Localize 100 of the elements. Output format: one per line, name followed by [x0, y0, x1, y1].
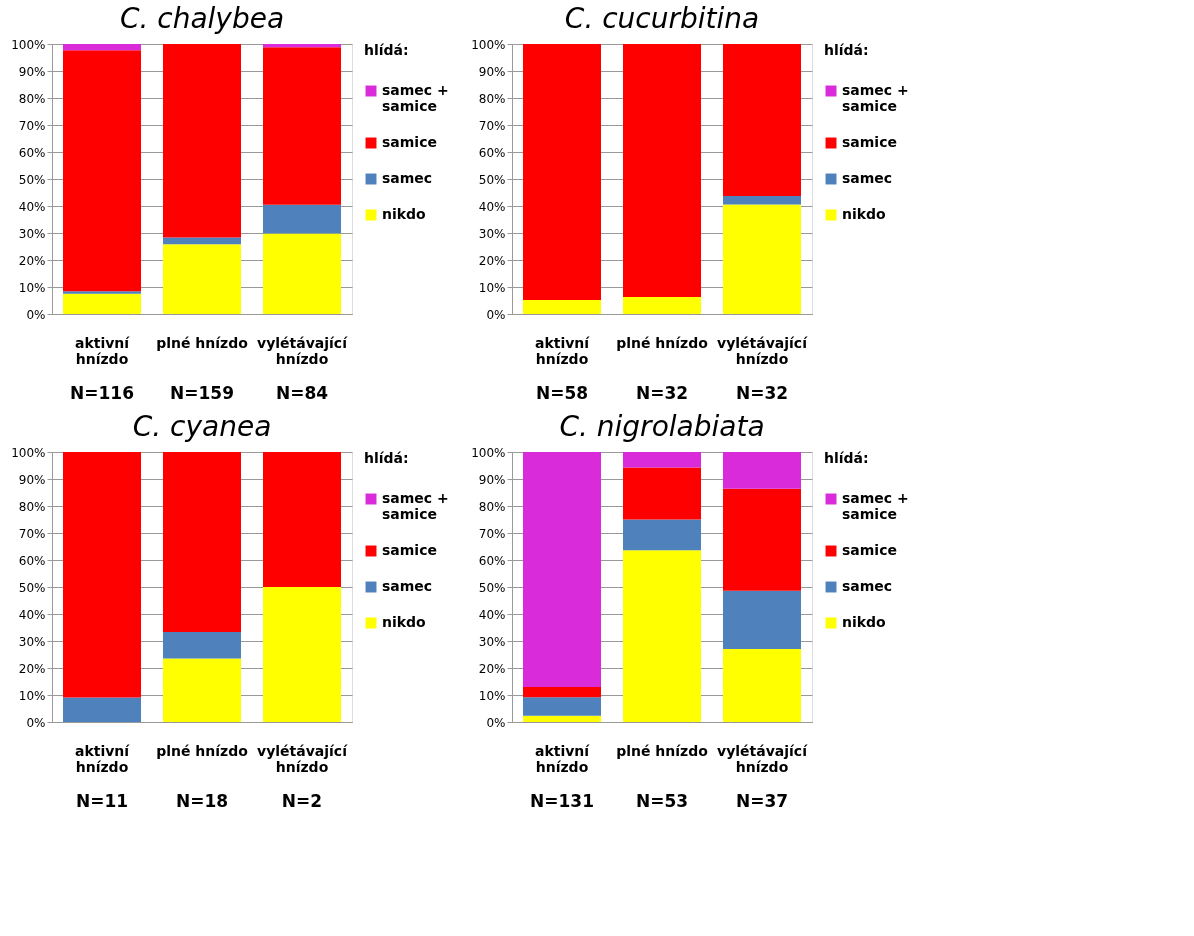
bar: [523, 452, 601, 687]
y-tick-label: 90%: [478, 64, 506, 79]
y-tick-label: 50%: [478, 172, 506, 187]
y-tick-label: 80%: [18, 499, 46, 514]
legend-label: samice: [842, 542, 897, 558]
bar: [623, 550, 701, 722]
legend-label: samice: [382, 542, 437, 558]
bar: [623, 519, 701, 551]
text: N=53: [635, 791, 689, 811]
legend-label: samec: [382, 170, 433, 186]
bar: [263, 233, 341, 314]
bar: [263, 44, 341, 48]
y-tick-label: 90%: [18, 64, 46, 79]
bar: [63, 50, 141, 292]
text: N=32: [735, 383, 789, 403]
legend-title: hlídá:: [824, 450, 869, 466]
bar: [63, 697, 141, 722]
legend-label: samec + samice: [842, 490, 909, 522]
x-tick-label: aktivní hnízdo: [74, 742, 131, 775]
y-tick-label: 30%: [18, 634, 46, 649]
y-tick-label: 0%: [26, 307, 46, 322]
text: N=116: [70, 383, 134, 403]
legend-title: hlídá:: [364, 42, 409, 58]
bar: [623, 467, 701, 520]
y-tick-label: 0%: [486, 307, 506, 322]
y-tick-label: 10%: [478, 280, 506, 295]
text: N=84: [275, 383, 329, 403]
y-tick-label: 20%: [18, 253, 46, 268]
bar: [263, 452, 341, 587]
legend-label: nikdo: [842, 206, 887, 222]
x-tick-label: vylétávající hnízdo: [257, 334, 349, 367]
bar: [263, 587, 341, 722]
bar: [623, 296, 701, 314]
bar: [163, 44, 241, 238]
text: N=159: [170, 383, 234, 403]
bar: [723, 196, 801, 205]
bar: [523, 697, 601, 716]
bar: [263, 204, 341, 234]
y-tick-label: 0%: [26, 715, 46, 730]
y-tick-label: 70%: [478, 526, 506, 541]
legend-title: hlídá:: [364, 450, 409, 466]
bar: [63, 291, 141, 294]
legend-label: samec + samice: [382, 490, 449, 522]
y-tick-label: 80%: [18, 91, 46, 106]
bar: [63, 44, 141, 51]
legend-label: samec: [842, 170, 893, 186]
y-tick-label: 50%: [18, 172, 46, 187]
y-tick-label: 100%: [11, 445, 46, 460]
y-tick-label: 10%: [478, 688, 506, 703]
legend-label: nikdo: [842, 614, 887, 630]
bar: [723, 452, 801, 489]
text: N=11: [75, 791, 129, 811]
y-tick-label: 90%: [18, 472, 46, 487]
y-tick-label: 0%: [486, 715, 506, 730]
y-tick-label: 80%: [478, 499, 506, 514]
y-tick-label: 60%: [18, 145, 46, 160]
chart-title: C. cyanea: [132, 410, 272, 443]
bar: [523, 715, 601, 722]
bar: [623, 452, 701, 468]
y-tick-label: 100%: [471, 37, 506, 52]
legend-label: samec: [842, 578, 893, 594]
bar: [723, 488, 801, 591]
y-tick-label: 50%: [478, 580, 506, 595]
bar: [63, 452, 141, 698]
x-tick-label: vylétávající hnízdo: [257, 742, 349, 775]
bar: [623, 44, 701, 297]
text: N=37: [735, 791, 789, 811]
text: N=32: [635, 383, 689, 403]
y-tick-label: 40%: [478, 199, 506, 214]
y-tick-label: 30%: [18, 226, 46, 241]
bar: [63, 293, 141, 314]
text: N=18: [175, 791, 229, 811]
bar: [723, 204, 801, 314]
y-tick-label: 30%: [478, 634, 506, 649]
y-tick-label: 40%: [478, 607, 506, 622]
bar: [723, 590, 801, 650]
y-tick-label: 70%: [18, 526, 46, 541]
y-tick-label: 60%: [478, 553, 506, 568]
text: N=2: [281, 791, 323, 811]
x-tick-label: plné hnízdo: [616, 742, 709, 759]
y-tick-label: 60%: [478, 145, 506, 160]
y-tick-label: 70%: [478, 118, 506, 133]
y-tick-label: 20%: [18, 661, 46, 676]
legend-title: hlídá:: [824, 42, 869, 58]
chart-title: C. nigrolabiata: [559, 410, 765, 443]
bar: [523, 686, 601, 698]
bar: [523, 44, 601, 300]
y-tick-label: 100%: [471, 445, 506, 460]
x-tick-label: vylétávající hnízdo: [717, 334, 809, 367]
y-tick-label: 30%: [478, 226, 506, 241]
bar: [163, 452, 241, 633]
legend-label: samec + samice: [842, 82, 909, 114]
text: N=131: [530, 791, 594, 811]
x-tick-label: plné hnízdo: [156, 334, 249, 351]
legend-label: nikdo: [382, 614, 427, 630]
y-tick-label: 70%: [18, 118, 46, 133]
y-tick-label: 80%: [478, 91, 506, 106]
y-tick-label: 100%: [11, 37, 46, 52]
y-tick-label: 20%: [478, 661, 506, 676]
y-tick-label: 10%: [18, 688, 46, 703]
